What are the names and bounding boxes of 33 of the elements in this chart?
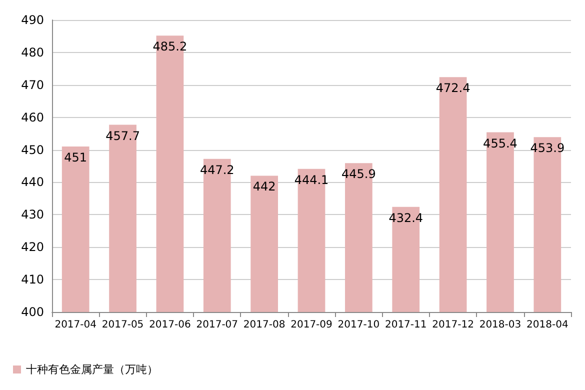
y-tick-label: 400 xyxy=(21,305,44,319)
x-tick-label: 2018-04 xyxy=(526,320,568,330)
data-label: 445.9 xyxy=(342,167,376,182)
data-label: 457.7 xyxy=(106,128,140,143)
data-label: 432.4 xyxy=(388,210,424,225)
y-tick-label: 460 xyxy=(21,110,44,124)
x-tick-label: 2017-07 xyxy=(196,320,238,330)
y-tick-label: 490 xyxy=(21,13,44,27)
y-tick-label: 440 xyxy=(21,175,44,190)
y-tick-label: 470 xyxy=(21,78,44,92)
x-tick-label: 2017-10 xyxy=(338,320,380,330)
data-label: 455.4 xyxy=(483,136,518,150)
x-tick-label: 2017-12 xyxy=(432,320,474,330)
y-tick-label: 480 xyxy=(21,45,44,60)
x-tick-label: 2017-04 xyxy=(54,320,96,330)
x-tick-label: 2017-05 xyxy=(102,320,144,330)
data-label: 442 xyxy=(252,180,276,194)
data-label: 444.1 xyxy=(294,172,329,187)
y-tick-label: 410 xyxy=(21,272,44,287)
legend-label: 十种有色金属产量（万吨） xyxy=(26,363,158,376)
x-tick-label: 2017-08 xyxy=(243,320,286,330)
data-label: 451 xyxy=(64,150,88,165)
x-tick-label: 2017-06 xyxy=(149,320,191,330)
data-label: 472.4 xyxy=(436,81,470,96)
data-label: 453.9 xyxy=(530,141,565,156)
x-tick-label: 2017-11 xyxy=(384,320,427,330)
x-tick-label: 2017-09 xyxy=(290,320,332,330)
data-label: 447.2 xyxy=(200,162,234,177)
data-label: 485.2 xyxy=(152,40,188,54)
y-tick-label: 450 xyxy=(21,142,44,157)
x-tick-label: 2018-03 xyxy=(479,320,522,330)
y-tick-label: 420 xyxy=(21,240,44,254)
y-tick-label: 430 xyxy=(21,208,44,222)
